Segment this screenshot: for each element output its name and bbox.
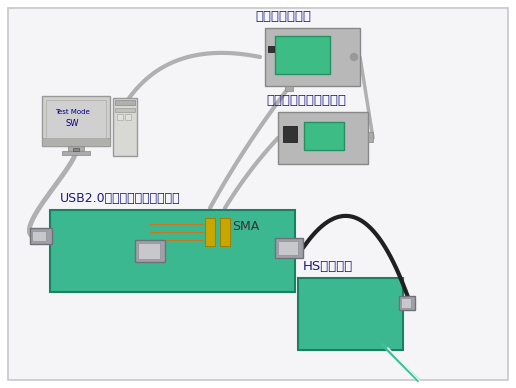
- Text: SMA: SMA: [232, 220, 259, 233]
- Bar: [135, 240, 165, 262]
- Bar: [42, 96, 110, 146]
- Bar: [275, 36, 330, 74]
- Bar: [42, 138, 110, 146]
- Bar: [125, 114, 131, 120]
- Bar: [220, 218, 230, 246]
- Bar: [268, 46, 274, 52]
- Bar: [283, 126, 297, 142]
- Bar: [399, 296, 415, 310]
- Bar: [298, 278, 403, 350]
- Bar: [30, 228, 52, 244]
- Bar: [278, 241, 298, 255]
- Bar: [62, 151, 90, 155]
- Bar: [117, 114, 123, 120]
- Text: HSデバイス: HSデバイス: [303, 260, 353, 273]
- Bar: [46, 100, 106, 138]
- Bar: [275, 238, 303, 258]
- Text: SW: SW: [65, 118, 79, 128]
- Bar: [285, 86, 293, 91]
- Bar: [115, 100, 135, 105]
- Bar: [138, 243, 160, 259]
- Bar: [68, 146, 84, 151]
- Circle shape: [350, 54, 358, 61]
- Bar: [265, 28, 360, 86]
- Bar: [401, 298, 411, 308]
- Text: データ・ジェネレータ: データ・ジェネレータ: [266, 94, 346, 107]
- Bar: [368, 132, 373, 142]
- Bar: [115, 108, 135, 112]
- Bar: [278, 112, 368, 164]
- Bar: [50, 210, 295, 292]
- Bar: [32, 231, 46, 241]
- FancyBboxPatch shape: [8, 8, 508, 380]
- Text: オシロスコープ: オシロスコープ: [255, 10, 311, 23]
- Bar: [73, 148, 79, 151]
- Text: USB2.0テスト・フィクスチャ: USB2.0テスト・フィクスチャ: [60, 192, 181, 205]
- Bar: [304, 122, 344, 150]
- Text: Test Mode: Test Mode: [55, 109, 89, 115]
- Bar: [205, 218, 215, 246]
- Bar: [113, 98, 137, 156]
